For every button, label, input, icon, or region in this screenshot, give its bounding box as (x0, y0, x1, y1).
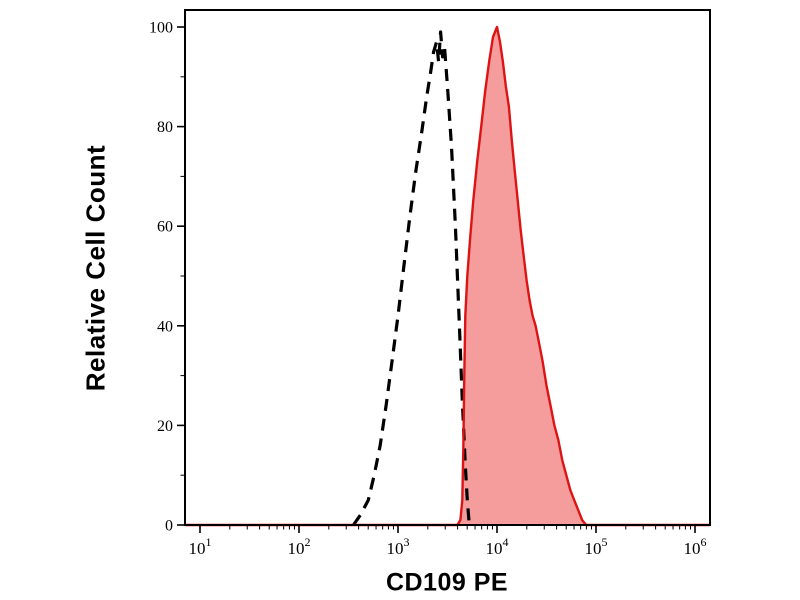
x-axis-title: CD109 PE (385, 568, 509, 597)
x-tick-label: 105 (585, 535, 608, 558)
x-tick-label: 101 (189, 535, 212, 558)
isotype-control-curve (352, 30, 471, 526)
y-tick-label: 60 (157, 219, 173, 236)
y-tick-label: 100 (149, 20, 173, 37)
x-tick-label: 102 (288, 535, 311, 558)
y-axis-title: Relative Cell Count (80, 144, 111, 392)
stained-sample-area (457, 27, 587, 525)
y-tick-label: 0 (165, 518, 173, 535)
x-tick-label: 104 (486, 535, 509, 558)
x-tick-label: 103 (387, 535, 410, 558)
y-tick-label: 40 (157, 318, 173, 335)
x-tick-label: 106 (684, 535, 707, 558)
plot-frame (184, 9, 711, 526)
stained-sample-curve (185, 25, 710, 527)
y-tick-label: 80 (157, 119, 173, 136)
y-tick-label: 20 (157, 418, 173, 435)
